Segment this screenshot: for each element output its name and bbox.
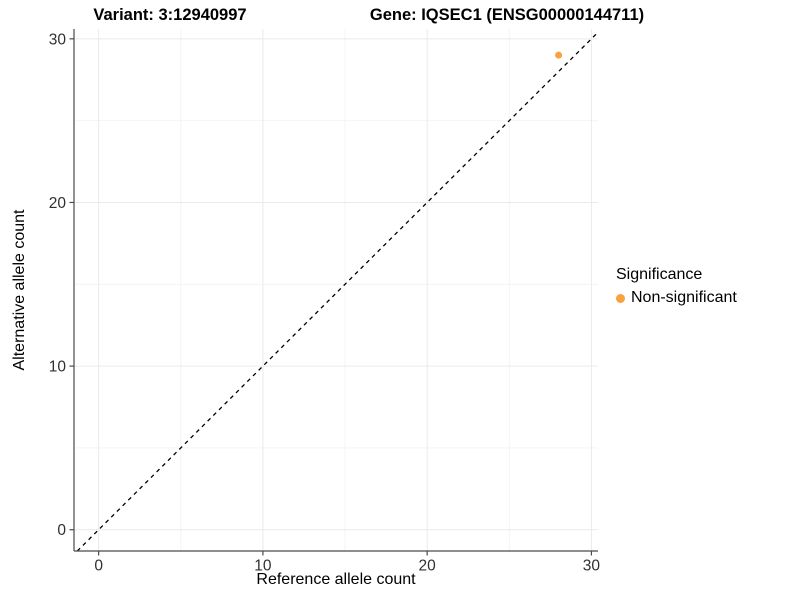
legend: Significance Non-significant (616, 266, 737, 307)
x-tick-label: 10 (254, 558, 272, 575)
y-axis-title: Alternative allele count (11, 209, 28, 371)
legend-item-non-significant: Non-significant (616, 289, 737, 307)
y-tick-label: 10 (49, 359, 67, 376)
variant-title: Variant: 3:12940997 (93, 6, 247, 24)
data-point (555, 51, 563, 59)
x-tick-label: 0 (94, 558, 103, 575)
gene-title: Gene: IQSEC1 (ENSG00000144711) (369, 6, 645, 24)
legend-title: Significance (616, 266, 703, 283)
y-tick-label: 30 (49, 31, 67, 48)
x-axis-title: Reference allele count (256, 571, 416, 588)
point-icon (616, 293, 625, 303)
x-tick-label: 30 (583, 558, 601, 575)
y-tick-label: 0 (57, 522, 66, 539)
legend-item-label: Non-significant (631, 289, 737, 306)
y-tick-label: 20 (49, 195, 67, 212)
identity-line (76, 31, 599, 552)
x-tick-label: 20 (419, 558, 437, 575)
